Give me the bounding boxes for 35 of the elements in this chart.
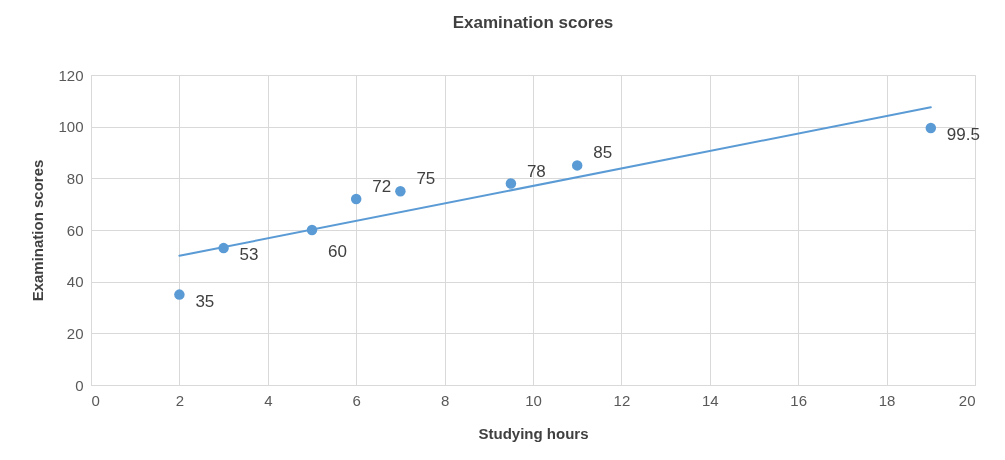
y-tick-label: 100: [58, 118, 84, 136]
y-tick-label: 0: [75, 376, 84, 394]
y-tick-label: 60: [66, 221, 84, 239]
y-tick-label: 20: [66, 324, 84, 342]
x-tick-label: 20: [958, 391, 976, 409]
point: [925, 122, 937, 134]
x-axis-title: Studying hours: [478, 424, 589, 442]
x-tick-label: 14: [701, 391, 719, 409]
x-tick-label: 16: [790, 391, 808, 409]
data-label: 78: [526, 161, 546, 181]
x-tick-label: 8: [440, 391, 450, 409]
x-tick-label: 4: [264, 391, 273, 409]
x-tick-label: 10: [525, 391, 542, 409]
data-label: 53: [239, 245, 259, 265]
point: [395, 186, 406, 197]
y-tick-label: 40: [66, 273, 84, 291]
x-tick-label: 12: [613, 391, 631, 409]
point: [350, 193, 362, 205]
y-tick-label: 120: [58, 66, 84, 84]
data-label: 60: [328, 242, 347, 261]
data-label: 75: [416, 169, 436, 189]
data-label: 72: [372, 177, 392, 196]
x-tick-label: 0: [91, 391, 100, 409]
x-tick-label: 18: [878, 391, 896, 409]
data-label: 35: [195, 291, 215, 311]
point: [571, 160, 583, 171]
x-tick-label: 2: [175, 391, 185, 409]
point: [174, 289, 185, 300]
y-axis-title: Examination scores: [29, 159, 47, 302]
point: [505, 178, 517, 189]
data-label: 85: [593, 143, 613, 163]
chart-title: Examination scores: [452, 13, 614, 32]
x-tick-label: 6: [352, 391, 361, 409]
y-tick-label: 80: [66, 169, 84, 187]
data-label: 99.5: [946, 124, 980, 144]
